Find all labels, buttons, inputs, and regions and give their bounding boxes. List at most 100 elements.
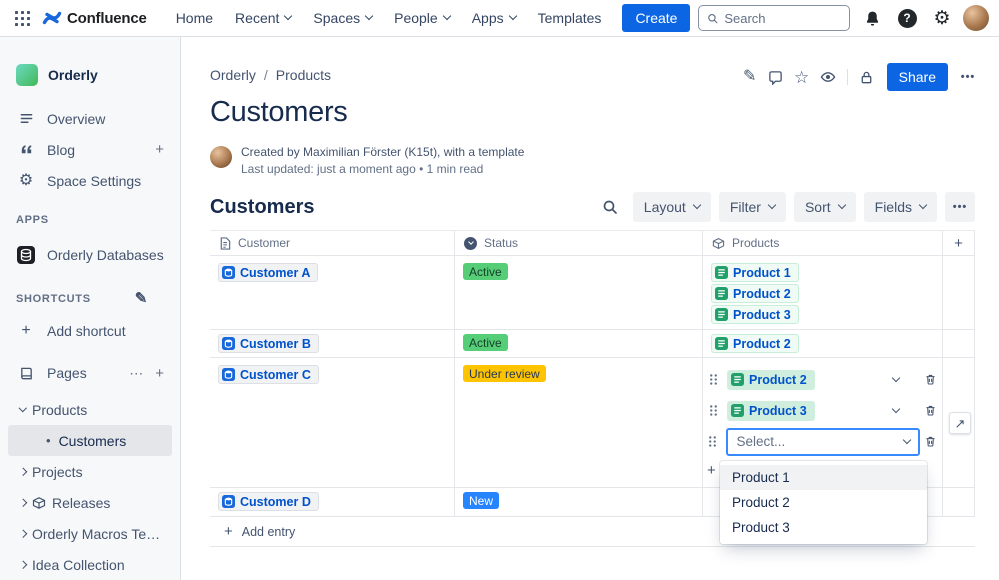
customer-chip[interactable]: Customer A	[218, 263, 319, 282]
add-shortcut-button[interactable]: + Add shortcut	[8, 316, 172, 346]
help-button[interactable]: ?	[893, 4, 921, 32]
settings-button[interactable]: ⚙	[928, 4, 956, 32]
column-header-products[interactable]: Products	[703, 231, 943, 255]
share-button[interactable]: Share	[886, 63, 948, 91]
cell-status[interactable]: Active	[455, 330, 703, 357]
remove-entry-button[interactable]	[920, 435, 941, 448]
notifications-button[interactable]	[858, 4, 886, 32]
column-header-customer[interactable]: Customer	[210, 231, 455, 255]
user-avatar[interactable]	[963, 5, 989, 31]
column-header-status[interactable]: Status	[455, 231, 703, 255]
chevron-right-icon[interactable]	[14, 560, 32, 569]
cell-status[interactable]: Under review	[455, 358, 703, 487]
remove-entry-button[interactable]	[919, 373, 941, 386]
cell-products-editing[interactable]: Product 2 Product 3 Select...	[703, 358, 943, 544]
product-chip[interactable]: Product 2	[727, 369, 815, 390]
sort-button[interactable]: Sort	[793, 192, 856, 222]
search-input[interactable]	[724, 10, 841, 26]
edit-shortcuts-icon[interactable]: ✎	[134, 290, 148, 307]
add-blog-icon[interactable]: +	[155, 141, 164, 158]
customer-chip[interactable]: Customer C	[218, 365, 319, 384]
chevron-down-icon[interactable]	[891, 373, 901, 382]
edit-button[interactable]: ✎	[737, 64, 763, 90]
product-chip[interactable]: Product 3	[727, 400, 815, 421]
cell-status[interactable]: Active	[455, 256, 703, 329]
global-search[interactable]	[698, 5, 850, 31]
product-chip[interactable]: Product 3	[711, 305, 799, 324]
product-chip[interactable]: Product 2	[711, 284, 799, 303]
tree-item-orderly-macros[interactable]: Orderly Macros Tes…	[8, 518, 172, 549]
sidebar-item-overview[interactable]: Overview	[8, 103, 172, 134]
customer-chip[interactable]: Customer D	[218, 492, 319, 511]
sidebar-item-blog[interactable]: Blog +	[8, 134, 172, 165]
star-button[interactable]: ☆	[789, 64, 815, 90]
filter-button[interactable]: Filter	[718, 192, 786, 222]
watch-button[interactable]	[815, 64, 841, 90]
tree-item-customers[interactable]: • Customers	[8, 425, 172, 456]
comments-button[interactable]	[763, 64, 789, 90]
add-linked-entry-button[interactable]: +	[707, 462, 716, 479]
create-button[interactable]: Create	[622, 4, 691, 32]
cell-products[interactable]	[703, 488, 943, 516]
table-more-button[interactable]: •••	[945, 192, 975, 222]
breadcrumb-orderly[interactable]: Orderly	[210, 67, 256, 83]
nav-people[interactable]: People	[383, 0, 461, 36]
chevron-right-icon[interactable]	[14, 529, 32, 538]
top-navigation-bar: Confluence Home Recent Spaces People App…	[0, 0, 999, 37]
drag-handle-icon[interactable]	[706, 404, 720, 417]
tree-item-projects[interactable]: Projects	[8, 456, 172, 487]
nav-spaces[interactable]: Spaces	[302, 0, 383, 36]
product-chip[interactable]: Product 1	[711, 263, 799, 282]
nav-home[interactable]: Home	[175, 10, 214, 26]
status-badge[interactable]: Active	[463, 334, 508, 351]
remove-entry-button[interactable]	[919, 404, 941, 417]
dropdown-option[interactable]: Product 3	[732, 520, 790, 535]
sidebar-item-orderly-databases[interactable]: Orderly Databases	[8, 239, 172, 270]
cell-status[interactable]: New	[455, 488, 703, 516]
page-more-button[interactable]: •••	[955, 64, 981, 90]
tree-item-releases[interactable]: Releases	[8, 487, 172, 518]
status-badge[interactable]: New	[463, 492, 500, 509]
chevron-down-icon[interactable]	[891, 404, 901, 413]
author-avatar[interactable]	[210, 146, 232, 168]
topbar-icons: ? ⚙	[858, 4, 989, 32]
app-switcher-button[interactable]	[8, 4, 36, 32]
chevron-right-icon[interactable]	[14, 467, 32, 476]
nav-recent[interactable]: Recent	[224, 0, 302, 36]
breadcrumb-products[interactable]: Products	[275, 67, 332, 83]
drag-handle-icon[interactable]	[706, 435, 719, 448]
drag-handle-icon[interactable]	[706, 373, 720, 386]
chevron-right-icon[interactable]	[14, 498, 32, 507]
cell-customer[interactable]: Customer C	[210, 358, 455, 487]
pages-more-icon[interactable]: ⋯	[129, 364, 144, 381]
space-header[interactable]: Orderly	[16, 61, 172, 89]
cell-customer[interactable]: Customer D	[210, 488, 455, 516]
table-search-button[interactable]	[595, 192, 625, 222]
product-chip[interactable]: Product 2	[711, 334, 799, 353]
cell-products[interactable]: Product 1 Product 2 Product 3	[703, 256, 943, 329]
status-badge[interactable]: Under review	[463, 365, 546, 382]
dropdown-option[interactable]: Product 1	[720, 465, 927, 490]
sidebar-item-pages[interactable]: Pages ⋯ +	[8, 358, 172, 388]
add-entry-button[interactable]: + Add entry	[210, 517, 975, 547]
add-column-button[interactable]: +	[943, 231, 975, 255]
dropdown-option[interactable]: Product 2	[732, 495, 790, 510]
nav-apps[interactable]: Apps	[461, 0, 527, 36]
sidebar-item-space-settings[interactable]: ⚙ Space Settings	[8, 165, 172, 196]
restrictions-button[interactable]	[854, 64, 880, 90]
status-badge[interactable]: Active	[463, 263, 508, 280]
confluence-logo[interactable]: Confluence	[36, 8, 153, 28]
fields-button[interactable]: Fields	[863, 192, 937, 222]
nav-templates[interactable]: Templates	[537, 10, 602, 26]
cell-customer[interactable]: Customer B	[210, 330, 455, 357]
cell-products[interactable]: Product 2	[703, 330, 943, 357]
customer-chip[interactable]: Customer B	[218, 334, 319, 353]
entry-select[interactable]: Select...	[726, 427, 920, 456]
tree-item-products[interactable]: Products	[8, 394, 172, 425]
cell-customer[interactable]: Customer A	[210, 256, 455, 329]
chevron-down-icon[interactable]	[14, 403, 32, 412]
tree-item-idea-collection[interactable]: Idea Collection	[8, 549, 172, 580]
layout-button[interactable]: Layout	[632, 192, 711, 222]
add-page-icon[interactable]: +	[155, 364, 164, 382]
open-entry-button[interactable]: ↗	[949, 412, 971, 434]
